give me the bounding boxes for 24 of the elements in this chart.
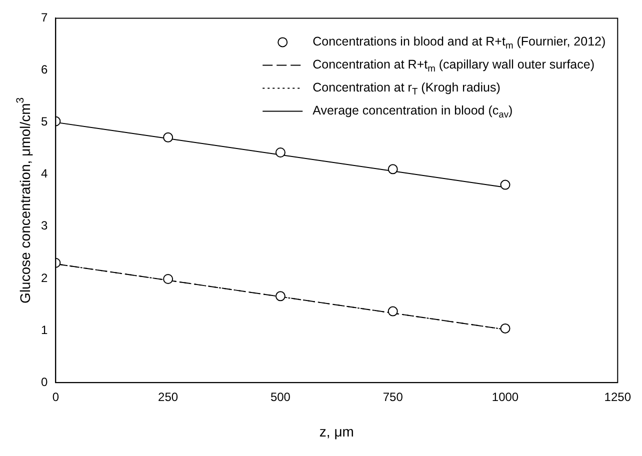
point [500,323,510,334]
x-tick-label: 250 [158,390,178,404]
y-tick-label: 7 [40,10,48,25]
point [275,291,286,302]
y-tick-label: 3 [40,218,48,233]
y-tick-label: 0 [40,374,48,389]
x-tick-label: 0 [52,390,60,404]
y-tick-label: 1 [40,322,48,337]
y-tick-label: 4 [40,166,48,181]
y-tick-label: 5 [40,114,48,129]
x-tick-label: 1250 [604,390,632,404]
y-tick-label: 2 [40,270,48,285]
x-tick-label: 500 [270,390,291,404]
point [388,306,398,316]
x-axis-title: z, μm [319,423,354,440]
point [275,148,286,158]
x-tick-label: 1000 [492,390,519,404]
y-tick-label: 6 [40,62,48,77]
y-axis-title: Glucose concentration, μmol/cm3 [14,97,33,304]
point [163,274,174,284]
x-tick-label: 750 [382,390,404,404]
point [500,180,510,190]
point [388,164,398,174]
point [163,132,174,142]
